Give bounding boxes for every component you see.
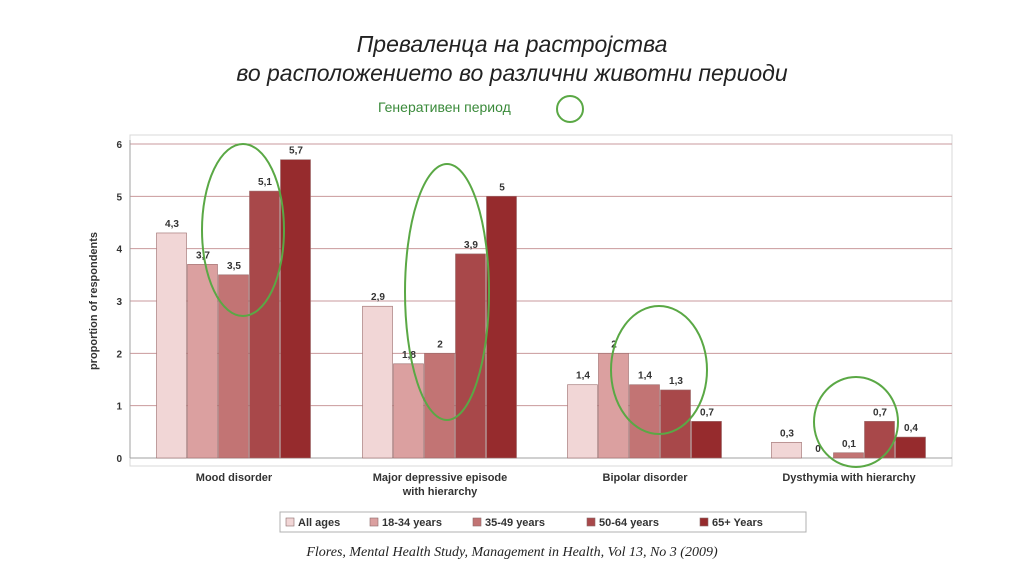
highlight-circle bbox=[813, 376, 899, 468]
x-tick-label: Dysthymia with hierarchy bbox=[782, 472, 916, 484]
highlight-circle bbox=[201, 143, 285, 317]
title-line-1: Преваленца на растројства bbox=[356, 31, 668, 57]
bar bbox=[424, 353, 455, 459]
data-label: 4,3 bbox=[165, 219, 179, 230]
x-tick-label: Major depressive episode bbox=[373, 472, 508, 484]
bar bbox=[567, 384, 598, 459]
bar bbox=[249, 190, 280, 459]
bar bbox=[362, 305, 393, 459]
bar bbox=[187, 264, 218, 459]
data-label: 3,5 bbox=[227, 261, 241, 272]
legend-swatch bbox=[699, 517, 709, 527]
data-label: 0,7 bbox=[873, 407, 887, 418]
legend-swatch bbox=[285, 517, 295, 527]
subtitle: Генеративен период bbox=[378, 99, 511, 115]
data-label: 5,7 bbox=[289, 146, 303, 157]
bar bbox=[833, 452, 864, 459]
x-tick-label: Mood disorder bbox=[196, 472, 273, 484]
data-label: 2,9 bbox=[371, 292, 385, 303]
bar bbox=[864, 421, 895, 459]
data-label: 0,1 bbox=[842, 439, 856, 450]
legend-swatch bbox=[369, 517, 379, 527]
data-label: 5 bbox=[499, 182, 505, 193]
y-tick-label: 5 bbox=[116, 192, 122, 203]
legend-label: 35-49 years bbox=[485, 517, 545, 529]
data-label: 1,4 bbox=[576, 371, 590, 382]
data-label: 1,3 bbox=[669, 376, 683, 387]
legend-label: 65+ Years bbox=[712, 517, 763, 529]
citation: Flores, Mental Health Study, Management … bbox=[306, 545, 718, 560]
y-tick-label: 0 bbox=[116, 454, 122, 465]
bar bbox=[218, 274, 249, 459]
chart-title: Преваленца на растројства во расположени… bbox=[0, 30, 1024, 88]
data-label: 0,4 bbox=[904, 423, 918, 434]
bar bbox=[486, 196, 517, 459]
y-tick-label: 6 bbox=[116, 140, 122, 151]
bar bbox=[393, 363, 424, 459]
subtitle-circle-icon bbox=[556, 95, 584, 123]
x-tick-label: Bipolar disorder bbox=[603, 472, 689, 484]
bar bbox=[629, 384, 660, 459]
x-tick-label: with hierarchy bbox=[402, 486, 478, 498]
bar bbox=[691, 421, 722, 459]
data-label: 1,8 bbox=[402, 350, 416, 361]
highlight-circle bbox=[610, 305, 708, 435]
data-label: 5,1 bbox=[258, 177, 272, 188]
y-axis-title: proportion of respondents bbox=[88, 232, 100, 370]
legend-label: 18-34 years bbox=[382, 517, 442, 529]
y-tick-label: 3 bbox=[116, 297, 122, 308]
highlight-circle bbox=[404, 163, 490, 421]
legend-swatch bbox=[472, 517, 482, 527]
title-line-2: во расположението во различни животни пе… bbox=[236, 60, 788, 86]
legend-label: 50-64 years bbox=[599, 517, 659, 529]
legend-swatch bbox=[586, 517, 596, 527]
y-tick-label: 2 bbox=[116, 349, 122, 360]
data-label: 2 bbox=[437, 339, 443, 350]
legend-box bbox=[279, 511, 807, 533]
data-label: 0,3 bbox=[780, 428, 794, 439]
bar bbox=[455, 253, 486, 459]
bar bbox=[280, 159, 311, 459]
data-label: 3,9 bbox=[464, 240, 478, 251]
data-label: 0 bbox=[815, 444, 821, 455]
bar bbox=[771, 441, 802, 459]
bar bbox=[156, 232, 187, 459]
legend-label: All ages bbox=[298, 517, 340, 529]
bar bbox=[598, 353, 629, 459]
data-label: 1,4 bbox=[638, 371, 652, 382]
data-label: 0,7 bbox=[700, 407, 714, 418]
y-tick-label: 1 bbox=[116, 402, 122, 413]
y-tick-label: 4 bbox=[116, 245, 122, 256]
bar bbox=[895, 436, 926, 459]
